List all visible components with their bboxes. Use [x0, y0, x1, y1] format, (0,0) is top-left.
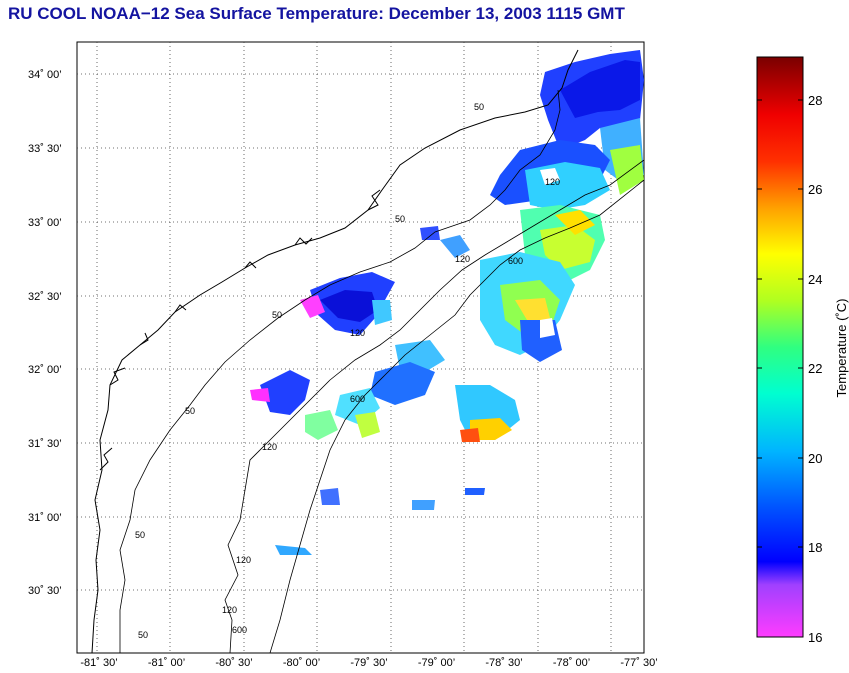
colorbar-ticks [757, 99, 803, 548]
lat-tick: 30˚ 30’ [28, 585, 62, 597]
colorbar-tick: 16 [808, 630, 822, 645]
lat-tick: 33˚ 00’ [28, 217, 62, 229]
lon-tick: -80˚ 30’ [215, 657, 252, 669]
contour-label: 120 [455, 254, 470, 264]
contour-labels: 50 50 50 50 50 50 120 120 120 120 120 12… [135, 102, 560, 640]
contour-label: 50 [135, 530, 145, 540]
colorbar: 28 26 24 22 20 18 16 Temperature (˚C) [756, 56, 849, 645]
lat-tick: 32˚ 30’ [28, 291, 62, 303]
map-title: RU COOL NOAA−12 Sea Surface Temperature:… [8, 4, 625, 23]
colorbar-tick: 20 [808, 451, 822, 466]
colorbar-tick: 26 [808, 182, 822, 197]
colorbar-tick: 22 [808, 361, 822, 376]
lat-tick: 33˚ 30’ [28, 143, 62, 155]
longitude-ticks: -81˚ 30’ -81˚ 00’ -80˚ 30’ -80˚ 00’ -79˚… [80, 657, 657, 669]
colorbar-gradient [756, 56, 804, 638]
contour-label: 600 [508, 256, 523, 266]
bathymetry-contours [119, 89, 645, 654]
lon-tick: -79˚ 00’ [418, 657, 455, 669]
colorbar-tick: 28 [808, 93, 822, 108]
lon-tick: -80˚ 00’ [283, 657, 320, 669]
contour-label: 120 [222, 605, 237, 615]
contour-label: 50 [272, 310, 282, 320]
lon-tick: -78˚ 30’ [485, 657, 522, 669]
contour-label: 600 [232, 625, 247, 635]
contour-label: 50 [138, 630, 148, 640]
sst-data-layer [250, 50, 644, 555]
lon-tick: -77˚ 30’ [620, 657, 657, 669]
lon-tick: -78˚ 00’ [553, 657, 590, 669]
contour-label: 120 [545, 177, 560, 187]
lon-tick: -81˚ 30’ [80, 657, 117, 669]
colorbar-tick: 18 [808, 540, 822, 555]
colorbar-tick: 24 [808, 272, 822, 287]
colorbar-label: Temperature (˚C) [834, 299, 849, 398]
contour-label: 600 [350, 394, 365, 404]
coastline [91, 49, 579, 654]
lat-tick: 32˚ 00’ [28, 364, 62, 376]
contour-label: 120 [350, 328, 365, 338]
contour-label: 50 [395, 214, 405, 224]
contour-label: 120 [236, 555, 251, 565]
lon-tick: -79˚ 30’ [350, 657, 387, 669]
latitude-ticks: 34˚ 00’ 33˚ 30’ 33˚ 00’ 32˚ 30’ 32˚ 00’ … [28, 69, 62, 597]
lat-tick: 31˚ 00’ [28, 512, 62, 524]
lat-tick: 31˚ 30’ [28, 438, 62, 450]
contour-label: 120 [262, 442, 277, 452]
contour-label: 50 [185, 406, 195, 416]
contour-label: 50 [474, 102, 484, 112]
lat-tick: 34˚ 00’ [28, 69, 62, 81]
lon-tick: -81˚ 00’ [148, 657, 185, 669]
